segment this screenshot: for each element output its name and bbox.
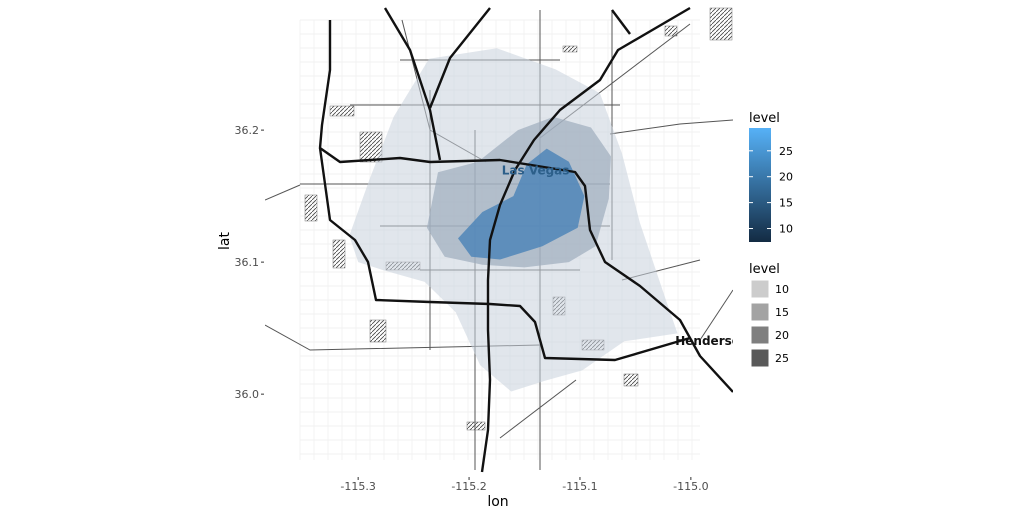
density-contours xyxy=(349,48,678,392)
hatched-area xyxy=(329,105,355,117)
minor-road xyxy=(699,289,733,341)
y-tick-label: 36.2 xyxy=(235,124,260,137)
highway xyxy=(318,20,733,393)
place-labels: Las Vegas Henderson xyxy=(502,164,748,348)
major-highways xyxy=(318,6,733,473)
legend-colorbar xyxy=(749,128,771,242)
legend-key xyxy=(750,348,770,368)
minor-road xyxy=(265,184,301,201)
hatched-area xyxy=(562,45,578,53)
legend-continuous-title: level xyxy=(749,111,780,126)
highway xyxy=(428,7,491,109)
legend-tick-label: 15 xyxy=(779,197,793,210)
legend-tick-label: 20 xyxy=(779,171,793,184)
minor-road xyxy=(609,119,733,135)
hatched-area xyxy=(664,25,678,37)
x-tick-label: -115.1 xyxy=(562,480,597,493)
y-axis-title: lat xyxy=(217,232,233,250)
minor-road xyxy=(265,324,541,351)
hatched-area xyxy=(369,319,387,343)
density-level-20 xyxy=(458,148,585,260)
legend-key-label: 20 xyxy=(775,329,789,342)
hatched-area xyxy=(623,373,639,387)
legend-key-label: 25 xyxy=(775,352,789,365)
minor-road xyxy=(499,379,577,439)
highway xyxy=(611,9,631,35)
x-axis-title: lon xyxy=(487,494,508,510)
y-tick-label: 36.0 xyxy=(235,388,260,401)
legend-discrete: level 10 15 20 25 xyxy=(749,262,789,368)
map-panel: Las Vegas Henderson xyxy=(265,6,748,476)
legend-continuous: level 25 20 15 10 xyxy=(749,111,793,242)
legend-tick-label: 25 xyxy=(779,145,793,158)
hatched-area xyxy=(332,239,346,269)
legend-discrete-title: level xyxy=(749,262,780,277)
legend-key xyxy=(750,279,770,299)
highway xyxy=(383,7,442,161)
highway xyxy=(480,6,691,473)
place-label: Henderson xyxy=(675,334,748,348)
hatched-area xyxy=(304,194,318,222)
highway xyxy=(318,147,691,362)
y-tick-label: 36.1 xyxy=(235,256,260,269)
hatched-area xyxy=(359,131,383,163)
x-tick-label: -115.3 xyxy=(340,480,375,493)
legend-key xyxy=(750,302,770,322)
x-tick-label: -115.0 xyxy=(673,480,708,493)
legend-key xyxy=(750,325,770,345)
x-tick-label: -115.2 xyxy=(451,480,486,493)
legend-tick-label: 10 xyxy=(779,223,793,236)
x-axis: -115.3 -115.2 -115.1 -115.0 xyxy=(340,477,709,493)
legend-key-label: 10 xyxy=(775,283,789,296)
hatched-area xyxy=(466,421,486,431)
hatched-area xyxy=(709,7,733,41)
legend-key-label: 15 xyxy=(775,306,789,319)
y-axis: 36.2 36.1 36.0 xyxy=(235,124,264,401)
place-label: Las Vegas xyxy=(502,164,570,178)
